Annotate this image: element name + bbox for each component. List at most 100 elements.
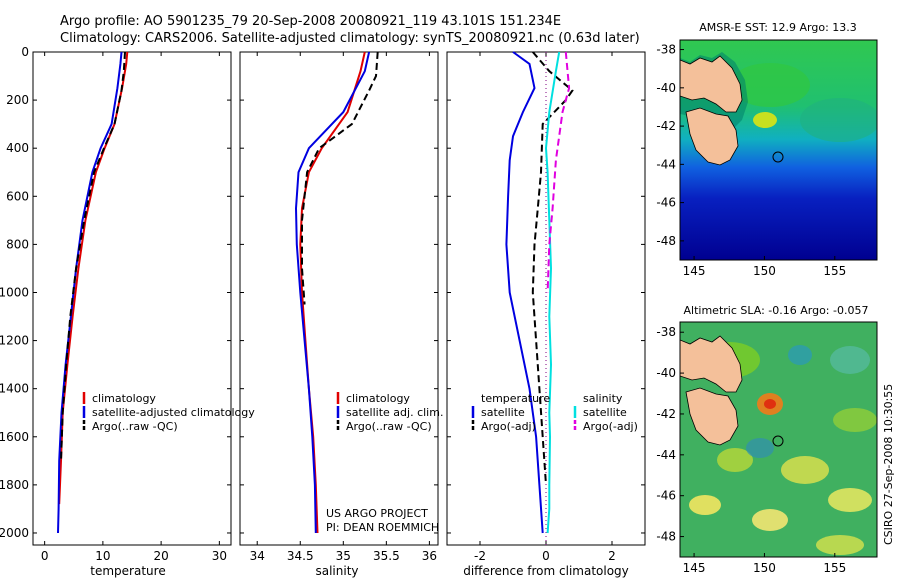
depth-axis: 0 200 400 600 800 1000 1200 1400 1600 1800 2000 <box>0 45 645 540</box>
x-tick-label: 30 <box>212 549 227 563</box>
series-line <box>544 51 561 534</box>
x-tick-label: 36 <box>422 549 437 563</box>
series-line <box>546 51 571 293</box>
series-line <box>531 51 574 485</box>
mainland-landmass <box>680 335 743 393</box>
legend-label-sal-argo: Argo(-adj) <box>583 420 638 433</box>
salinity-legend: climatology satellite adj. clim. Argo(..… <box>336 392 443 433</box>
series-line <box>58 51 129 505</box>
series-line <box>301 51 379 305</box>
map-x-tick-label: 145 <box>683 264 706 278</box>
x-tick-label: 34 <box>250 549 265 563</box>
map-y-tick-label: -48 <box>656 530 676 544</box>
x-tick-label: 0 <box>542 549 550 563</box>
y-tick-label: 200 <box>6 93 29 107</box>
map-y-tick-label: -40 <box>656 366 676 380</box>
sla-patch <box>788 345 812 365</box>
legend-label-temp-argo: Argo(-adj) <box>481 420 536 433</box>
legend-label-temp-satellite: satellite <box>481 406 525 419</box>
legend-label-argo: Argo(..raw -QC) <box>346 420 432 433</box>
series-line <box>57 51 123 534</box>
sla-patch <box>830 346 870 374</box>
timestamp-stamp: CSIRO 27-Sep-2008 10:30:55 <box>882 384 895 545</box>
y-tick-label: 800 <box>6 237 29 251</box>
temperature-panel-frame <box>32 51 232 546</box>
tasmania-landmass <box>685 107 739 166</box>
sst-map <box>680 40 877 260</box>
sst-warm-spot <box>753 112 777 128</box>
y-tick-label: 600 <box>6 189 29 203</box>
sst-patch <box>800 98 877 142</box>
x-tick-label: 35.5 <box>373 549 400 563</box>
y-tick-label: 0 <box>21 45 29 59</box>
argo-location-marker <box>772 435 784 447</box>
sla-map-axes: 145 150 155 -38 -40 -42 -44 -46 -48 <box>656 325 846 575</box>
x-tick-label: 10 <box>95 549 110 563</box>
series-line <box>294 51 371 534</box>
legend-group-salinity: salinity <box>583 392 623 405</box>
sla-patch <box>781 456 829 484</box>
sla-patch <box>752 509 788 531</box>
header-line-2: Climatology: CARS2006. Satellite-adjuste… <box>60 31 640 46</box>
map-y-tick-label: -38 <box>656 325 676 339</box>
sla-map-frame <box>679 321 878 558</box>
temperature-plot: 0 10 20 30 <box>41 51 227 563</box>
map-y-tick-label: -46 <box>656 196 676 210</box>
salinity-xlabel: salinity <box>315 564 358 578</box>
sla-patch <box>816 535 864 555</box>
map-y-tick-label: -38 <box>656 43 676 57</box>
map-y-tick-label: -48 <box>656 234 676 248</box>
map-x-tick-label: 155 <box>823 561 846 575</box>
y-tick-label: 1000 <box>0 285 29 299</box>
sla-patch <box>689 495 721 515</box>
map-y-tick-label: -44 <box>656 448 676 462</box>
difference-xlabel: difference from climatology <box>463 564 629 578</box>
sla-patch <box>764 399 776 409</box>
series-line <box>505 51 544 534</box>
sla-map-title: Altimetric SLA: -0.16 Argo: -0.057 <box>684 304 869 317</box>
sla-patch <box>828 488 872 512</box>
sst-patch <box>730 63 810 107</box>
y-tick-label: 1600 <box>0 430 29 444</box>
x-tick-label: -2 <box>474 549 486 563</box>
tasmania-landmass <box>685 387 739 446</box>
x-tick-label: 34.5 <box>287 549 314 563</box>
legend-label-argo: Argo(..raw -QC) <box>92 420 178 433</box>
salinity-panel-frame <box>239 51 439 546</box>
map-x-tick-label: 150 <box>753 561 776 575</box>
x-tick-label: 2 <box>608 549 616 563</box>
legend-label-satellite: satellite-adjusted climatology <box>92 406 255 419</box>
sst-map-title: AMSR-E SST: 12.9 Argo: 13.3 <box>699 21 857 34</box>
y-tick-label: 1200 <box>0 334 29 348</box>
header-line-1: Argo profile: AO 5901235_79 20-Sep-2008 … <box>60 14 561 29</box>
y-tick-label: 2000 <box>0 526 29 540</box>
difference-legend: temperature salinity satellite Argo(-adj… <box>471 392 638 433</box>
sla-patch <box>833 408 877 432</box>
argo-location-marker <box>772 151 784 163</box>
y-tick-label: 400 <box>6 141 29 155</box>
sla-map <box>680 322 877 557</box>
y-tick-label: 1800 <box>0 478 29 492</box>
credit-line-1: US ARGO PROJECT <box>326 507 428 520</box>
map-y-tick-label: -40 <box>656 81 676 95</box>
sst-map-frame <box>679 39 878 261</box>
x-tick-label: 0 <box>41 549 49 563</box>
legend-label-climatology: climatology <box>92 392 156 405</box>
sst-map-axes: 145 150 155 -38 -40 -42 -44 -46 -48 <box>656 43 846 278</box>
legend-label-sal-satellite: satellite <box>583 406 627 419</box>
legend-label-climatology: climatology <box>346 392 410 405</box>
x-tick-label: 35 <box>336 549 351 563</box>
salinity-plot: 34 34.5 35 35.5 36 <box>250 51 437 563</box>
map-x-tick-label: 145 <box>683 561 706 575</box>
sla-patch <box>746 438 774 458</box>
sla-patch <box>717 448 753 472</box>
credit-line-2: PI: DEAN ROEMMICH <box>326 521 439 534</box>
map-x-tick-label: 155 <box>823 264 846 278</box>
legend-group-temperature: temperature <box>481 392 550 405</box>
mainland-landmass <box>680 55 743 113</box>
temperature-xlabel: temperature <box>90 564 165 578</box>
map-y-tick-label: -44 <box>656 157 676 171</box>
y-tick-label: 1400 <box>0 382 29 396</box>
map-y-tick-label: -42 <box>656 119 676 133</box>
